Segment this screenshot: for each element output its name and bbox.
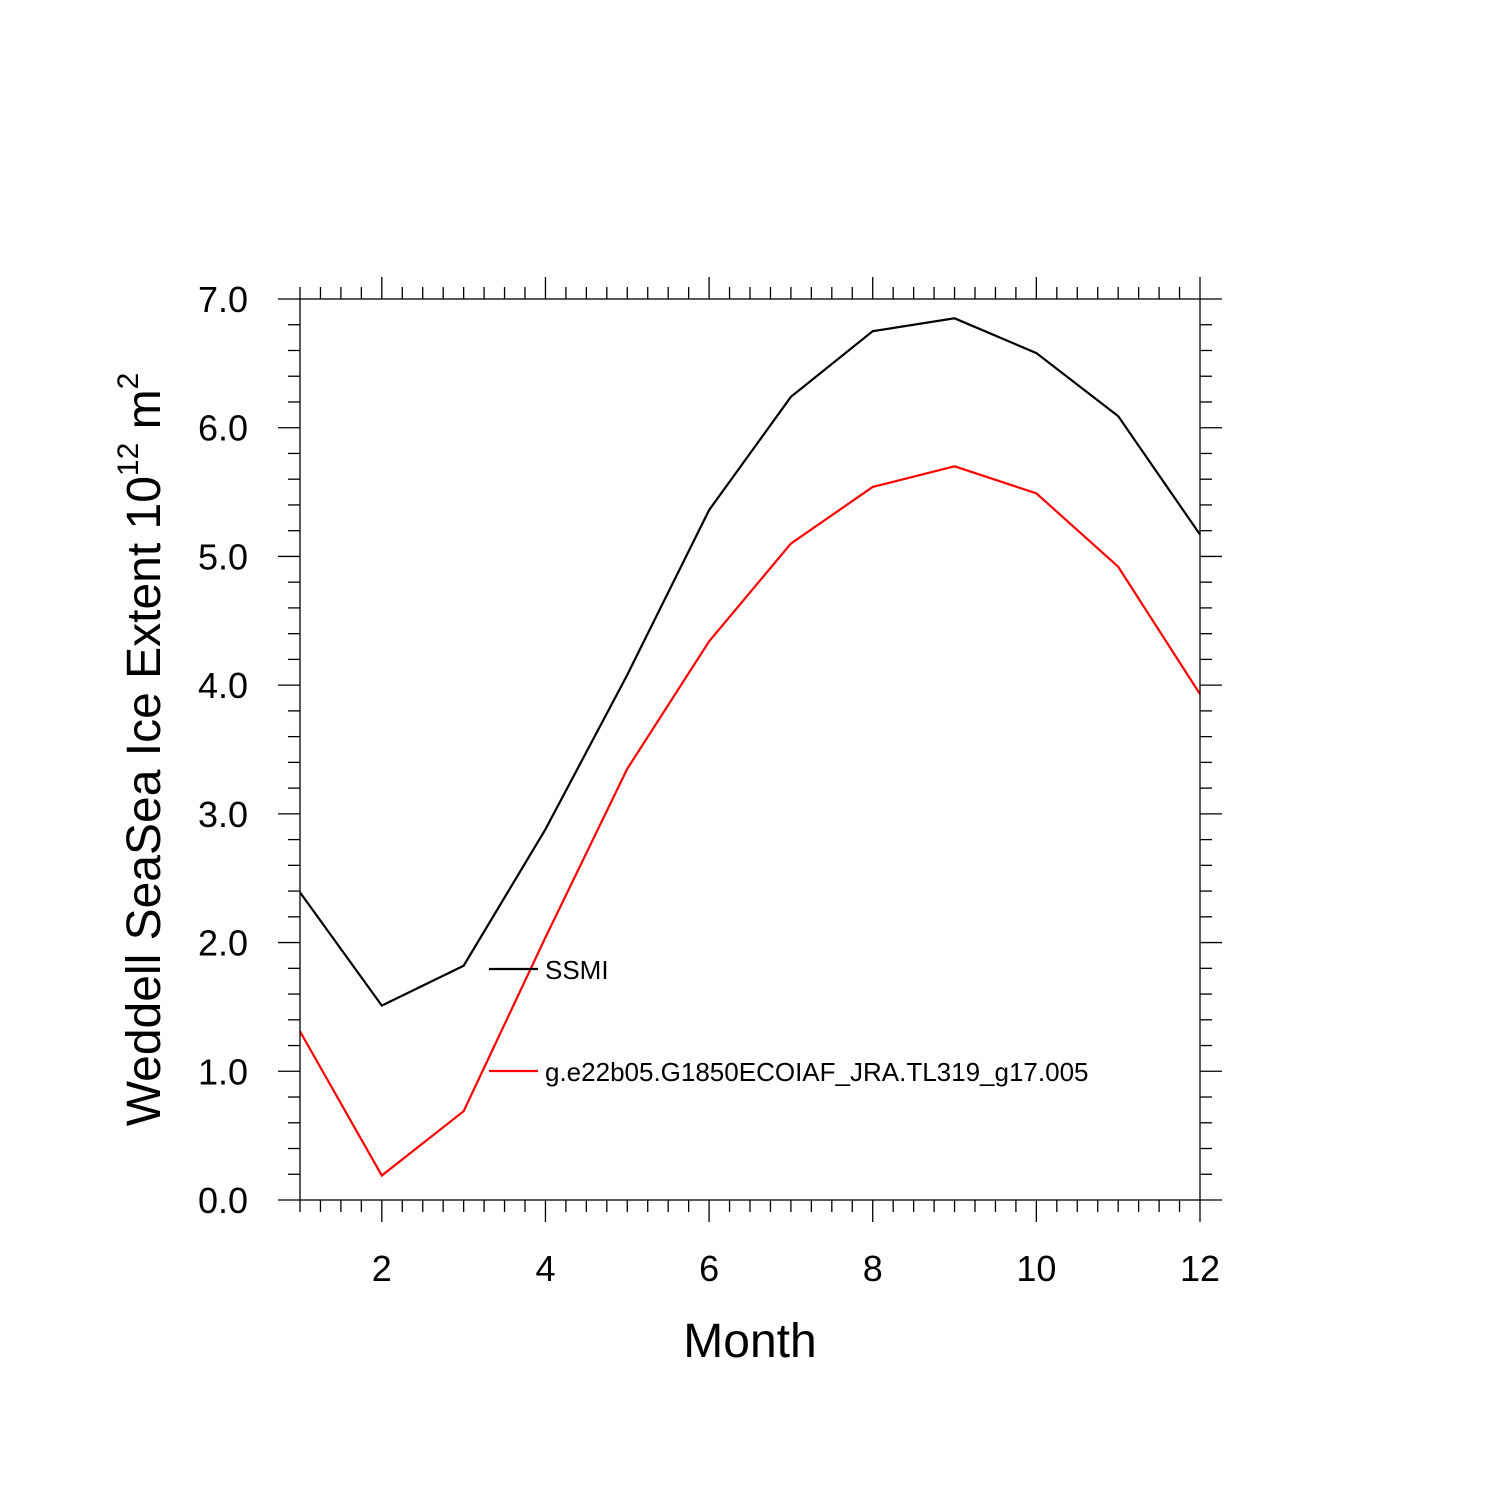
y-tick-label: 7.0 xyxy=(198,279,248,320)
y-tick-label: 3.0 xyxy=(198,794,248,835)
legend: SSMI g.e22b05.G1850ECOIAF_JRA.TL319_g17.0… xyxy=(489,955,1089,1087)
y-tick-label: 5.0 xyxy=(198,536,248,577)
y-axis-title-prefix: Weddell SeaSea Ice Extent 10 xyxy=(118,476,171,1126)
x-axis-title: Month xyxy=(683,1315,816,1368)
x-tick-label: 10 xyxy=(1016,1248,1056,1289)
legend-label-1: SSMI xyxy=(545,955,609,985)
series-line-1 xyxy=(299,317,1201,1008)
y-axis-title: Weddell SeaSea Ice Extent 1012 m2 xyxy=(112,373,171,1127)
y-tick-label: 2.0 xyxy=(198,923,248,964)
y-tick-label: 0.0 xyxy=(198,1180,248,1221)
y-axis-title-exponent: 12 xyxy=(112,443,145,476)
x-tick-label: 4 xyxy=(535,1248,555,1289)
x-tick-label: 12 xyxy=(1180,1248,1220,1289)
series-line-2 xyxy=(299,465,1201,1178)
y-tick-label: 6.0 xyxy=(198,408,248,449)
axis-ticks xyxy=(278,277,1222,1222)
data-series xyxy=(299,317,1201,1178)
plot-frame xyxy=(299,298,1201,1201)
y-axis-title-unit-exponent: 2 xyxy=(112,373,145,390)
x-tick-label: 2 xyxy=(372,1248,392,1289)
tick-labels: 2 4 6 8 10 12 0.0 1.0 2.0 3.0 4.0 5.0 6.0 7.0 xyxy=(198,279,1220,1289)
x-tick-label: 8 xyxy=(863,1248,883,1289)
y-tick-label: 4.0 xyxy=(198,665,248,706)
x-tick-label: 6 xyxy=(699,1248,719,1289)
y-tick-label: 1.0 xyxy=(198,1051,248,1092)
y-axis-title-unit: m xyxy=(118,389,171,442)
legend-label-2: g.e22b05.G1850ECOIAF_JRA.TL319_g17.005 xyxy=(545,1057,1089,1087)
